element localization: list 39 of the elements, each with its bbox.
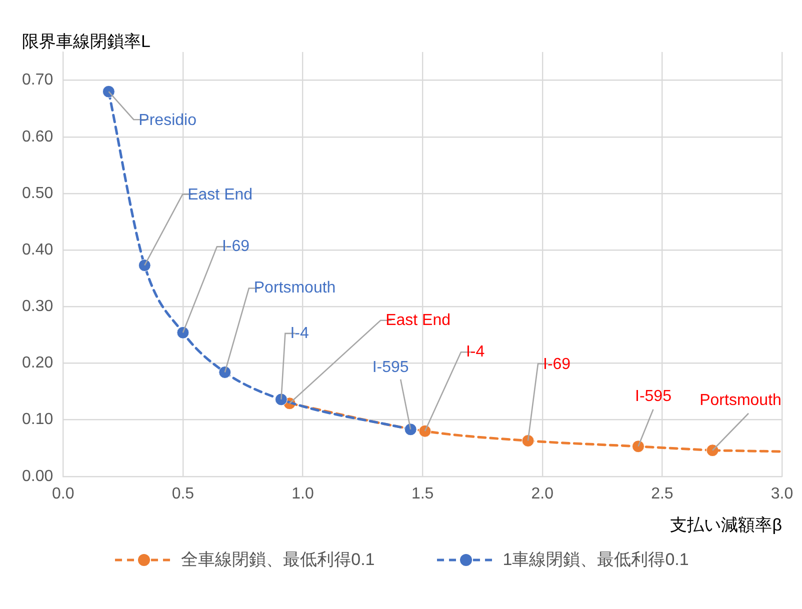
legend-label: 1車線閉鎖、最低利得0.1 bbox=[502, 549, 689, 571]
point bbox=[102, 85, 115, 98]
x-tick-label: 1.0 bbox=[292, 485, 314, 502]
y-tick-label: 0.70 bbox=[22, 72, 54, 89]
annotation: I-595 bbox=[634, 388, 672, 405]
y-tick-label: 0.20 bbox=[22, 354, 54, 372]
point bbox=[274, 393, 288, 406]
annotation: I-69 bbox=[222, 238, 250, 256]
x-tick-label: 3.0 bbox=[770, 485, 794, 502]
point bbox=[522, 434, 534, 447]
x-tick-label: 2.5 bbox=[651, 485, 674, 502]
y-tick-label: 0.40 bbox=[22, 241, 54, 258]
annotation: I-69 bbox=[543, 356, 571, 374]
x-tick-label: 1.5 bbox=[411, 485, 434, 502]
annotation: Presidio bbox=[138, 112, 197, 130]
y-tick-label: 0.00 bbox=[22, 468, 54, 485]
x-tick-label: 2.0 bbox=[531, 485, 554, 502]
x-tick-label: 0.5 bbox=[172, 485, 194, 502]
point bbox=[138, 259, 151, 272]
point bbox=[176, 326, 190, 339]
annotation: I-595 bbox=[372, 358, 409, 376]
point bbox=[632, 440, 644, 453]
point bbox=[218, 366, 232, 379]
annotation: East End bbox=[386, 312, 451, 329]
annotation: I-4 bbox=[290, 324, 309, 342]
annotation: I-4 bbox=[466, 344, 485, 361]
legend-label: 全車線閉鎖、最低利得0.1 bbox=[181, 549, 375, 571]
annotation: Portsmouth bbox=[254, 280, 336, 297]
y-tick-label: 0.10 bbox=[22, 411, 54, 428]
y-tick-label: 0.30 bbox=[22, 298, 54, 316]
point bbox=[404, 423, 417, 436]
x-tick-label: 0.0 bbox=[52, 485, 74, 502]
y-tick-label: 0.60 bbox=[22, 128, 54, 146]
annotation: East End bbox=[188, 186, 253, 204]
y-axis-title: 限界車線閉鎖率L bbox=[22, 31, 150, 53]
x-axis-title: 支払い減額率β bbox=[670, 515, 782, 534]
y-tick-label: 0.50 bbox=[22, 184, 54, 202]
point bbox=[418, 424, 432, 438]
annotation: Portsmouth bbox=[700, 392, 782, 409]
